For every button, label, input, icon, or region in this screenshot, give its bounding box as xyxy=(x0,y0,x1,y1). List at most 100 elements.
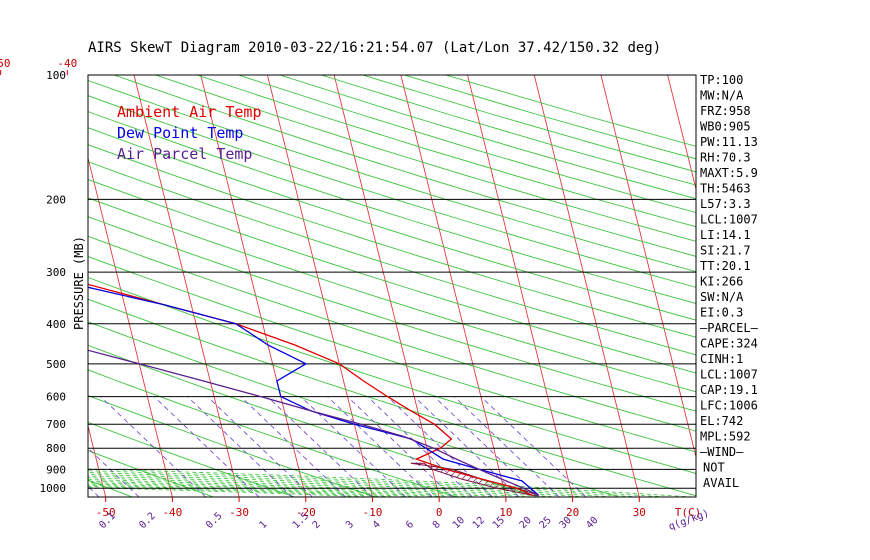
top-temp-tick-label: -50 xyxy=(0,57,11,70)
index-value: L57:3.3 xyxy=(700,197,751,211)
isotherm-line xyxy=(667,75,696,191)
dry-adiabat-line xyxy=(88,95,696,288)
pressure-tick-label: 500 xyxy=(46,358,66,371)
mixing-ratio-line xyxy=(207,396,313,497)
isotherm-line xyxy=(467,75,574,497)
mixing-ratio-label: 2 xyxy=(311,519,323,531)
bottom-temp-tick-label: -30 xyxy=(229,506,249,519)
dry-adiabat-line xyxy=(321,75,696,186)
parcel-index-value: EL:742 xyxy=(700,414,743,428)
dry-adiabat-line xyxy=(88,111,696,304)
wind-text: NOT xyxy=(703,461,725,475)
isotherm-line xyxy=(0,75,39,497)
dry-adiabat-line xyxy=(238,75,696,213)
index-value: PW:11.13 xyxy=(700,135,758,149)
mixing-ratio-label: 0.5 xyxy=(204,511,225,532)
index-value: RH:70.3 xyxy=(700,151,751,165)
dry-adiabat-line xyxy=(88,178,696,374)
bottom-temp-tick-label: -50 xyxy=(96,506,116,519)
legend-entry: Air Parcel Temp xyxy=(117,145,252,163)
dry-adiabat-line xyxy=(88,256,696,453)
isotherm-line xyxy=(133,75,240,497)
index-value: EI:0.3 xyxy=(700,306,743,320)
index-value: MAXT:5.9 xyxy=(700,166,758,180)
index-value: LI:14.1 xyxy=(700,228,751,242)
moist-adiabat-line xyxy=(88,468,693,497)
axes: -120-110-100-90-80-70-60-50-40-50-40-30-… xyxy=(0,57,711,533)
bottom-temp-tick-label: 20 xyxy=(566,506,579,519)
dry-adiabat-line xyxy=(88,450,214,497)
parcel-index-value: CAPE:324 xyxy=(700,337,758,351)
mixing-ratio-label: 40 xyxy=(584,515,600,531)
index-value: MW:N/A xyxy=(700,89,744,103)
isotherm-line xyxy=(400,75,507,497)
mixing-ratio-label: 1 xyxy=(257,519,269,531)
isotherm-line xyxy=(801,75,870,497)
bottom-temp-tick-label: -40 xyxy=(162,506,182,519)
pressure-tick-label: 1000 xyxy=(40,482,67,495)
dew-point-temp-profile xyxy=(88,286,540,496)
dry-adiabat-line xyxy=(88,144,696,338)
mixing-ratio-label: 12 xyxy=(471,515,487,531)
mixing-ratio-label: 4 xyxy=(371,519,383,531)
dry-adiabat-line xyxy=(88,479,133,497)
parcel-index-value: MPL:592 xyxy=(700,430,751,444)
legend-entry: Ambient Air Temp xyxy=(117,103,262,121)
pressure-tick-label: 700 xyxy=(46,418,66,431)
dry-adiabat-line xyxy=(88,298,696,497)
index-value: KI:266 xyxy=(700,275,743,289)
index-value: LCL:1007 xyxy=(700,213,758,227)
mixing-ratio-line xyxy=(327,396,433,497)
index-value: TT:20.1 xyxy=(700,259,751,273)
ambient-air-temp-profile xyxy=(88,283,533,496)
dry-adiabat-line xyxy=(88,276,696,474)
isotherm-line xyxy=(600,75,696,459)
parcel-index-value: CAP:19.1 xyxy=(700,383,758,397)
mixing-ratio-line xyxy=(367,396,473,497)
mixing-ratio-line xyxy=(100,396,207,497)
mixing-ratio-label: 20 xyxy=(518,515,534,531)
top-temp-tick-label: -40 xyxy=(57,57,77,70)
parcel-header: –PARCEL– xyxy=(700,321,759,335)
bottom-temp-tick-label: 10 xyxy=(499,506,512,519)
dry-adiabat-line xyxy=(113,75,696,257)
index-value: WB0:905 xyxy=(700,120,751,134)
dry-adiabat-line xyxy=(445,75,696,147)
dry-adiabat-line xyxy=(88,235,696,432)
mixing-ratio-label: 10 xyxy=(451,515,467,531)
plot-area xyxy=(0,75,870,497)
chart-title: AIRS SkewT Diagram 2010-03-22/16:21:54.0… xyxy=(88,40,661,56)
dry-adiabat-line xyxy=(88,127,696,321)
pressure-tick-label: 900 xyxy=(46,463,66,476)
mixing-ratio-label: 25 xyxy=(538,515,554,531)
dry-adiabat-line xyxy=(88,369,458,497)
mixing-ratio-line xyxy=(387,396,493,497)
mixing-ratio-label: 8 xyxy=(431,519,443,531)
isotherm-line xyxy=(266,75,373,497)
index-value: SI:21.7 xyxy=(700,244,751,258)
index-value: SW:N/A xyxy=(700,290,744,304)
mixing-ratio-label: 0.2 xyxy=(137,511,158,532)
dry-adiabat-line xyxy=(88,161,696,356)
mixing-ratio-label: 6 xyxy=(404,519,416,531)
parcel-index-value: LFC:1006 xyxy=(700,399,758,413)
parcel-index-value: CINH:1 xyxy=(700,352,743,366)
pressure-tick-label: 100 xyxy=(46,69,66,82)
mixing-ratio-line xyxy=(433,396,540,497)
mixing-ratio-label: 3 xyxy=(344,519,356,531)
plot-frame xyxy=(87,74,697,498)
legend-entry: Dew Point Temp xyxy=(117,124,243,142)
wind-text: AVAIL xyxy=(703,476,739,490)
mixing-ratio-line xyxy=(187,396,293,497)
legend: Ambient Air Temp Dew Point Temp Air Parcel… xyxy=(117,103,262,163)
pressure-tick-label: 200 xyxy=(46,193,66,206)
wind-header: –WIND– xyxy=(700,445,744,459)
dry-adiabat-line xyxy=(88,79,696,273)
y-axis-label: PRESSURE (MB) xyxy=(72,236,86,330)
dry-adiabat-line xyxy=(88,395,376,497)
mixing-ratio-line xyxy=(347,396,453,497)
dry-adiabat-line xyxy=(403,75,696,160)
index-value: TP:100 xyxy=(700,73,743,87)
index-value: TH:5463 xyxy=(700,182,751,196)
